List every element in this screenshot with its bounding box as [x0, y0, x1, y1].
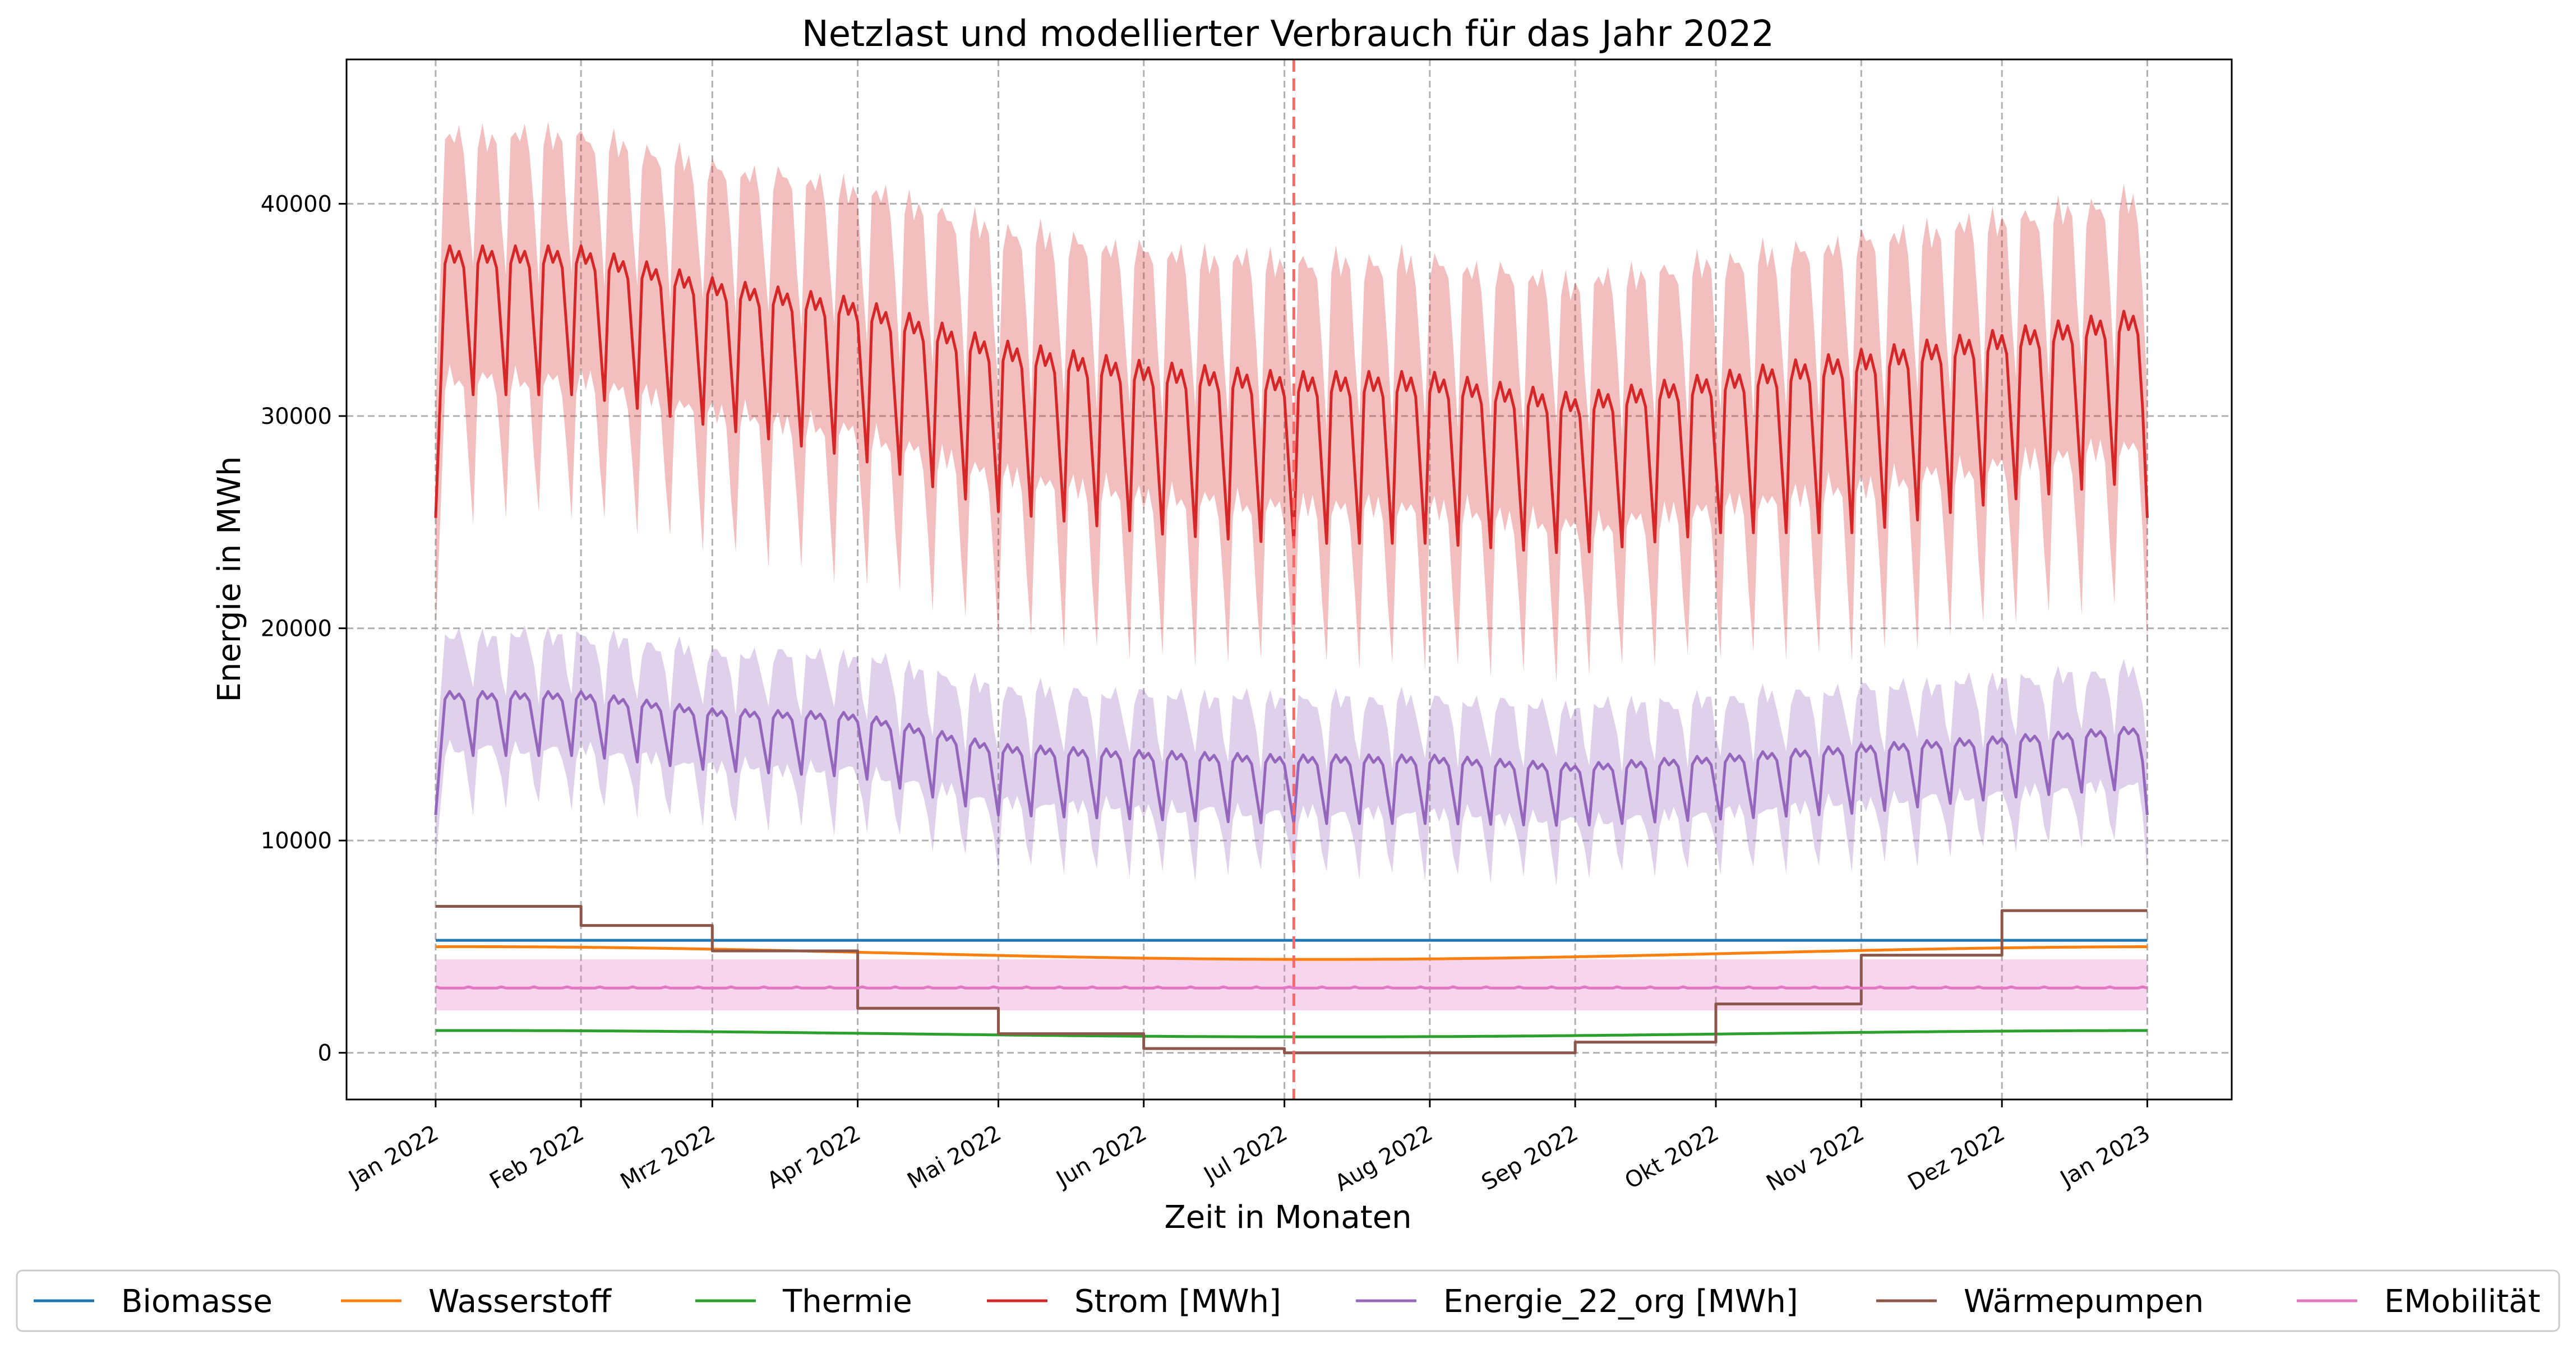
x-tick-label: Sep 2022	[1478, 1120, 1582, 1196]
series-line-wasserstoff	[435, 945, 2148, 961]
x-tick-label: Nov 2022	[1762, 1120, 1869, 1196]
y-axis-ticks: 0 10000 20000 30000 40000	[261, 191, 347, 1066]
series-line-thermie	[435, 1029, 2148, 1038]
series-line-strom-mwh	[434, 244, 2149, 555]
x-axis-ticks: Jan 2022 Feb 2022 Mrz 2022 Apr 2022 Mai 2022…	[343, 1099, 2154, 1196]
legend: Biomasse Wasserstoff Thermie Strom [MWh] Ene…	[16, 1269, 2560, 1332]
legend-label: EMobilität	[2384, 1283, 2540, 1320]
y-tick-label: 20000	[261, 616, 332, 642]
series-line-emobilit-t	[435, 985, 2148, 990]
grid-lines	[347, 59, 2232, 1099]
legend-label: Wärmepumpen	[1964, 1283, 2204, 1320]
legend-label: Strom [MWh]	[1074, 1283, 1281, 1320]
x-tick-label: Jul 2022	[1198, 1120, 1292, 1189]
y-tick-label: 30000	[261, 404, 332, 429]
plot-area	[345, 58, 2233, 1101]
x-tick-label: Jan 2022	[343, 1120, 443, 1193]
y-tick-label: 10000	[261, 828, 332, 854]
series-line-w-rmepumpen	[435, 905, 2148, 1055]
legend-box	[16, 1269, 2560, 1332]
x-tick-label: Dez 2022	[1904, 1120, 2009, 1196]
legend-label: Energie_22_org [MWh]	[1443, 1283, 1798, 1320]
series-line-energie-22-org-mwh	[434, 690, 2149, 827]
series-lines	[434, 244, 2149, 1055]
chart-title: Netzlast und modellierter Verbrauch für …	[802, 13, 1774, 55]
x-tick-label: Apr 2022	[763, 1120, 865, 1194]
x-tick-label: Feb 2022	[486, 1120, 589, 1195]
x-tick-label: Okt 2022	[1621, 1120, 1723, 1194]
x-tick-label: Aug 2022	[1331, 1120, 1437, 1196]
legend-label: Wasserstoff	[428, 1283, 612, 1320]
x-tick-label: Mai 2022	[903, 1120, 1006, 1194]
y-tick-label: 40000	[261, 191, 332, 217]
x-tick-label: Jun 2022	[1051, 1120, 1151, 1193]
confidence-bands	[435, 121, 2148, 1010]
legend-items: Biomasse Wasserstoff Thermie Strom [MWh] Ene…	[34, 1283, 2540, 1320]
y-axis-label: Energie in MWh	[211, 456, 248, 703]
plot-frame	[345, 58, 2233, 1101]
legend-label: Biomasse	[121, 1283, 273, 1320]
band-emobilit-t	[435, 959, 2148, 1010]
x-axis-label: Zeit in Monaten	[1164, 1199, 1411, 1236]
band-energie-22-org-mwh	[435, 625, 2148, 886]
legend-label: Thermie	[782, 1283, 912, 1320]
y-tick-label: 0	[318, 1041, 332, 1066]
x-tick-label: Mrz 2022	[616, 1120, 719, 1195]
band-strom-mwh	[435, 121, 2148, 683]
x-tick-label: Jan 2023	[2055, 1120, 2154, 1193]
